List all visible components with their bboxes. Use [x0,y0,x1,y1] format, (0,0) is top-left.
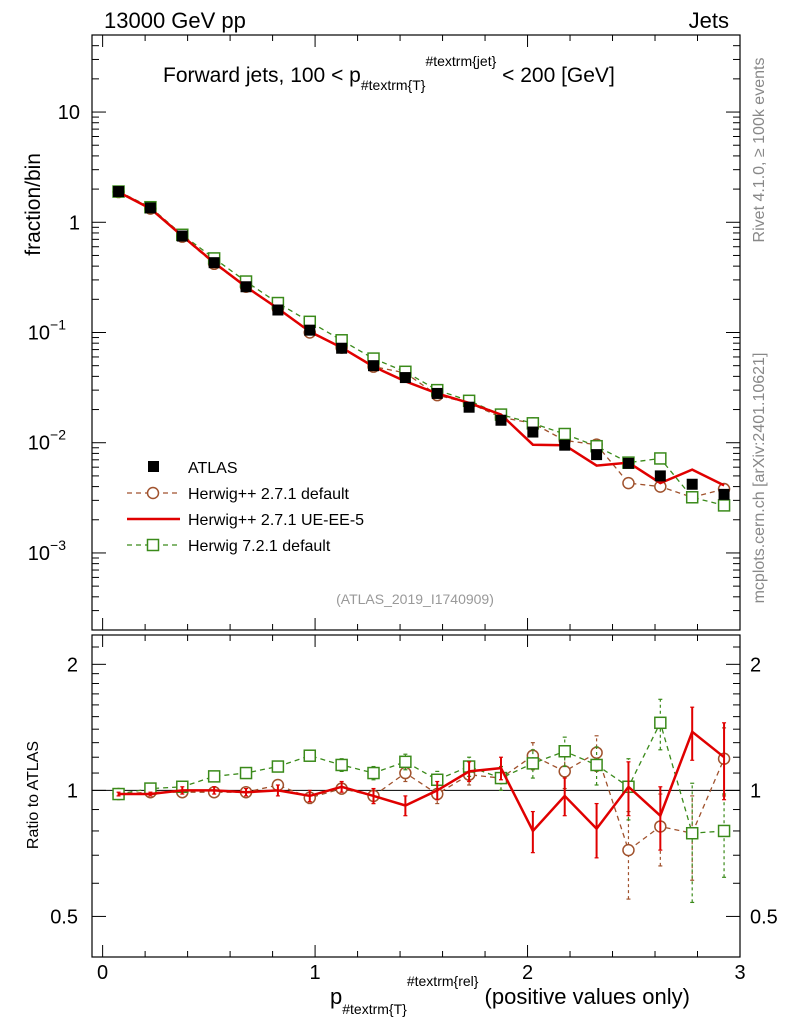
data-point-atlas [622,457,634,469]
y-tick-exponent: −3 [50,537,66,553]
data-point-atlas [176,230,188,242]
legend-label-herwig-2-7-1-default: Herwig++ 2.7.1 default [188,486,350,503]
ratio-y-tick-label-right: 0.5 [750,906,778,928]
mcplots-label: mcplots.cern.ch [arXiv:2401.10621] [751,353,768,604]
y-tick-exponent: −1 [50,317,66,333]
plot-title-prefix: Forward jets, 100 < p [163,64,361,87]
data-point-atlas [591,449,603,461]
ratio-point-herwig-7-2-1-default [526,757,540,770]
data-point-herwig-7-2-1-default [717,499,731,512]
ratio-line-herwig-2-7-1-ue-ee-5 [118,729,725,834]
y-tick-label: 10−3 [28,537,66,565]
data-point-atlas [559,439,571,451]
ratio-point-herwig-7-2-1-default [367,766,380,780]
ratio-y-tick-label: 2 [67,654,78,676]
series-line-herwig-2-7-1-default [118,191,725,498]
ratio-y-tick-label: 0.5 [50,906,78,928]
energy-label: 13000 GeV pp [104,8,246,33]
legend-marker-atlas [148,461,159,472]
legend-label-herwig-2-7-1-ue-ee-5: Herwig++ 2.7.1 UE-EE-5 [188,512,364,529]
x-axis-label-sup: #textrm{rel} [407,973,479,989]
ratio-point-herwig-7-2-1-default [303,749,317,762]
ratio-plot: 0 1 2 3 0.5 0.5 1 1 2 2 [50,634,778,984]
data-point-atlas [654,470,666,482]
data-point-herwig-7-2-1-default [654,452,667,465]
data-point-atlas [144,202,156,214]
plot-title-suffix: < 200 [GeV] [496,64,615,87]
ratio-point-herwig-7-2-1-default [271,760,285,773]
data-point-herwig-7-2-1-default [685,491,699,504]
data-point-atlas [368,360,380,372]
ratio-y-axis-label: Ratio to ATLAS [25,741,42,849]
y-axis-label: fraction/bin [22,153,45,256]
process-label: Jets [689,8,729,33]
ratio-plot-frame [91,634,741,958]
data-point-atlas [304,324,316,336]
data-point-herwig-7-2-1-default [558,427,571,441]
data-point-atlas [431,387,443,399]
ratio-point-herwig-7-2-1-default [717,824,731,838]
legend: ATLAS Herwig++ 2.7.1 default Herwig++ 2.7.… [127,460,364,555]
data-point-atlas [399,372,411,384]
y-tick-exponent: −2 [50,427,66,443]
data-point-atlas [495,414,507,426]
ratio-point-herwig-2-7-1-default [622,843,635,857]
main-plot: 10 1 10−1 10−2 10−3 [28,34,741,631]
ratio-point-herwig-7-2-1-default [685,826,699,840]
ratio-point-herwig-7-2-1-default [590,758,603,772]
ratio-y-tick-label-right: 1 [750,780,761,802]
ratio-line-herwig-2-7-1-default [118,751,725,852]
y-tick-label: 10−2 [28,427,66,455]
legend-label-atlas: ATLAS [188,460,238,477]
ratio-y-tick-label: 1 [67,780,78,802]
data-point-atlas [113,186,125,198]
analysis-tag: (ATLAS_2019_I1740909) [336,591,494,607]
ratio-point-herwig-7-2-1-default [335,758,348,772]
data-point-atlas [463,401,475,413]
data-point-herwig-2-7-1-default [622,476,635,490]
ratio-point-herwig-7-2-1-default [654,716,667,730]
series-line-herwig-2-7-1-ue-ee-5 [118,190,725,487]
ratio-point-herwig-7-2-1-default [207,770,221,783]
x-axis-label: p#textrm{T}#textrm{rel} (positive values… [330,973,690,1017]
rivet-version-label: Rivet 4.1.0, ≥ 100k events [751,58,768,243]
ratio-point-herwig-7-2-1-default [239,766,253,780]
ratio-y-tick-label-right: 2 [750,654,761,676]
data-point-atlas [527,426,539,438]
data-point-atlas [336,342,348,354]
plot-title: Forward jets, 100 < p#textrm{T} #textrm{j… [163,53,615,93]
y-tick-label: 10−1 [28,317,66,345]
x-tick-label: 1 [310,962,321,984]
ratio-point-herwig-7-2-1-default [558,745,571,758]
data-point-atlas [686,478,698,490]
legend-marker-herwig-2-7-1-default [146,486,160,500]
x-axis-label-main: p [330,984,342,1009]
legend-marker-herwig-7-2-1-default [146,538,160,552]
ratio-point-herwig-7-2-1-default [399,755,412,769]
plot-title-sup: #textrm{jet} [425,53,496,69]
x-axis-label-suffix: (positive values only) [478,984,690,1009]
data-point-atlas [272,304,284,316]
x-tick-label: 2 [522,962,533,984]
legend-label-herwig-7-2-1-default: Herwig 7.2.1 default [188,538,331,555]
ratio-point-herwig-2-7-1-default [558,765,571,778]
x-tick-label: 0 [97,962,108,984]
data-point-atlas [240,281,252,293]
plot-title-sub: #textrm{T} [361,77,426,93]
x-tick-label: 3 [734,962,745,984]
x-axis-label-sub: #textrm{T} [342,1001,407,1017]
y-tick-label: 1 [69,212,80,234]
data-point-atlas [718,488,730,500]
y-tick-label: 10 [58,102,80,124]
data-point-atlas [208,257,220,269]
